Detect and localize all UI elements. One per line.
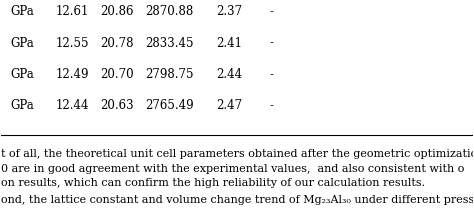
Text: 12.61: 12.61 [55,5,89,18]
Text: ond, the lattice constant and volume change trend of Mg₂₃Al₃₀ under different pr: ond, the lattice constant and volume cha… [1,195,474,205]
Text: -: - [270,99,274,112]
Text: 2.37: 2.37 [216,5,242,18]
Text: 2.47: 2.47 [216,99,242,112]
Text: 20.63: 20.63 [100,99,134,112]
Text: GPa: GPa [11,37,35,50]
Text: GPa: GPa [11,68,35,81]
Text: 2.44: 2.44 [216,68,242,81]
Text: 20.70: 20.70 [100,68,134,81]
Text: 0 are in good agreement with the experimental values,  and also consistent with : 0 are in good agreement with the experim… [1,164,465,174]
Text: -: - [270,37,274,50]
Text: 12.44: 12.44 [55,99,89,112]
Text: 2798.75: 2798.75 [145,68,193,81]
Text: 2833.45: 2833.45 [145,37,193,50]
Text: 12.49: 12.49 [55,68,89,81]
Text: d in Figure 2. The ratio of c/c₀ and V/V₀ decreases with pressure. The ratio of : d in Figure 2. The ratio of c/c₀ and V/V… [1,210,474,211]
Text: 20.86: 20.86 [100,5,134,18]
Text: on results, which can confirm the high reliability of our calculation results.: on results, which can confirm the high r… [1,178,426,188]
Text: GPa: GPa [11,99,35,112]
Text: -: - [270,68,274,81]
Text: 2765.49: 2765.49 [145,99,194,112]
Text: GPa: GPa [11,5,35,18]
Text: 2.41: 2.41 [216,37,242,50]
Text: -: - [270,5,274,18]
Text: 2870.88: 2870.88 [145,5,193,18]
Text: t of all, the theoretical unit cell parameters obtained after the geometric opti: t of all, the theoretical unit cell para… [1,149,474,159]
Text: 12.55: 12.55 [55,37,89,50]
Text: 20.78: 20.78 [100,37,134,50]
